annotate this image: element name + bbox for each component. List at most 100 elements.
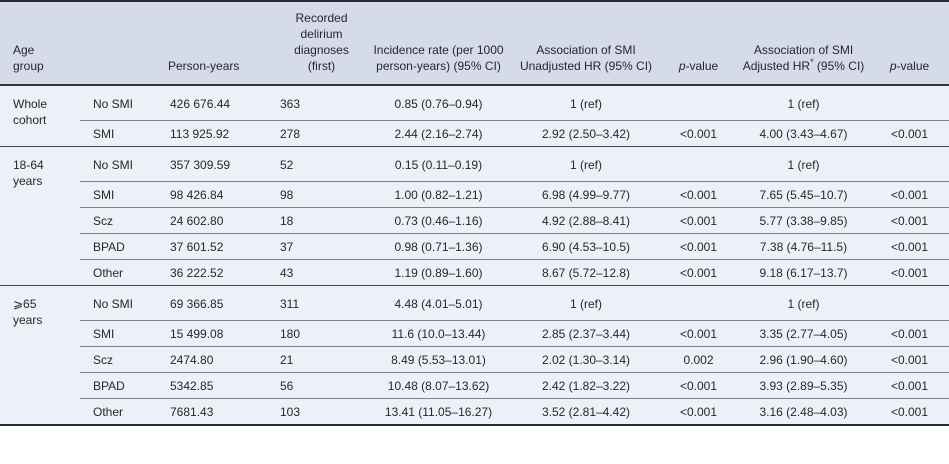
incidence-cell: 10.48 (8.07–13.62) bbox=[365, 372, 512, 399]
p-unadjusted-cell: <0.001 bbox=[660, 181, 737, 208]
p-adjusted-cell bbox=[870, 146, 949, 182]
unadjusted-hr-cell: 1 (ref) bbox=[512, 146, 660, 182]
header-age-group: Age group bbox=[0, 1, 80, 86]
unadjusted-hr-cell: 2.85 (2.37–3.44) bbox=[512, 320, 660, 347]
unadjusted-hr-cell: 2.92 (2.50–3.42) bbox=[512, 120, 660, 147]
adjusted-hr-cell: 1 (ref) bbox=[737, 84, 870, 121]
person-years-cell: 36 222.52 bbox=[168, 259, 278, 286]
incidence-cell: 11.6 (10.0–13.44) bbox=[365, 320, 512, 347]
p-adjusted-cell: <0.001 bbox=[870, 320, 949, 347]
incidence-cell: 0.15 (0.11–0.19) bbox=[365, 146, 512, 182]
table-row: BPAD 37 601.52 37 0.98 (0.71–1.36) 6.90 … bbox=[0, 233, 949, 260]
group-cell: No SMI bbox=[80, 146, 168, 182]
person-years-cell: 357 309.59 bbox=[168, 146, 278, 182]
p-rest: -value bbox=[896, 59, 930, 73]
unadjusted-hr-cell: 1 (ref) bbox=[512, 285, 660, 321]
header-adjusted-hr: Association of SMI Adjusted HR* (95% CI) bbox=[737, 1, 870, 86]
table-row: Other 7681.43 103 13.41 (11.05–16.27) 3.… bbox=[0, 398, 949, 425]
diagnoses-cell: 180 bbox=[278, 320, 365, 347]
diagnoses-cell: 43 bbox=[278, 259, 365, 286]
incidence-cell: 0.85 (0.76–0.94) bbox=[365, 84, 512, 121]
p-adjusted-cell: <0.001 bbox=[870, 233, 949, 260]
unadjusted-hr-cell: 2.02 (1.30–3.14) bbox=[512, 346, 660, 373]
group-cell: No SMI bbox=[80, 84, 168, 121]
person-years-cell: 113 925.92 bbox=[168, 120, 278, 147]
p-unadjusted-cell: <0.001 bbox=[660, 398, 737, 425]
age-group-label: Whole cohort bbox=[13, 97, 48, 127]
p-unadjusted-cell: <0.001 bbox=[660, 259, 737, 286]
table-header: Age group Person-years Recorded delirium… bbox=[0, 1, 949, 86]
adjusted-hr-cell: 3.16 (2.48–4.03) bbox=[737, 398, 870, 425]
p-unadjusted-cell: <0.001 bbox=[660, 207, 737, 234]
unadjusted-hr-cell: 3.52 (2.81–4.42) bbox=[512, 398, 660, 425]
unadjusted-hr-cell: 4.92 (2.88–8.41) bbox=[512, 207, 660, 234]
p-unadjusted-cell bbox=[660, 146, 737, 182]
unadjusted-hr-cell: 6.90 (4.53–10.5) bbox=[512, 233, 660, 260]
diagnoses-cell: 52 bbox=[278, 146, 365, 182]
diagnoses-cell: 363 bbox=[278, 84, 365, 121]
table-row: Scz 24 602.80 18 0.73 (0.46–1.16) 4.92 (… bbox=[0, 207, 949, 234]
incidence-cell: 1.19 (0.89–1.60) bbox=[365, 259, 512, 286]
p-unadjusted-cell: <0.001 bbox=[660, 320, 737, 347]
asterisk: * bbox=[810, 57, 814, 67]
p-unadjusted-cell: <0.001 bbox=[660, 372, 737, 399]
age-group-cell: 18-64 years bbox=[0, 146, 80, 286]
unadjusted-hr-cell: 1 (ref) bbox=[512, 84, 660, 121]
unadjusted-hr-cell: 6.98 (4.99–9.77) bbox=[512, 181, 660, 208]
p-adjusted-cell: <0.001 bbox=[870, 346, 949, 373]
diagnoses-cell: 21 bbox=[278, 346, 365, 373]
table-row: ⩾65 years No SMI 69 366.85 311 4.48 (4.0… bbox=[0, 285, 949, 425]
p-italic: p bbox=[678, 59, 686, 73]
p-adjusted-cell: <0.001 bbox=[870, 259, 949, 286]
diagnoses-cell: 98 bbox=[278, 181, 365, 208]
diagnoses-cell: 56 bbox=[278, 372, 365, 399]
person-years-cell: 24 602.80 bbox=[168, 207, 278, 234]
person-years-cell: 426 676.44 bbox=[168, 84, 278, 121]
group-cell: SMI bbox=[80, 181, 168, 208]
p-adjusted-cell: <0.001 bbox=[870, 120, 949, 147]
p-adjusted-cell: <0.001 bbox=[870, 181, 949, 208]
table-row: SMI 15 499.08 180 11.6 (10.0–13.44) 2.85… bbox=[0, 320, 949, 347]
person-years-cell: 98 426.84 bbox=[168, 181, 278, 208]
age-group-label: ⩾65 years bbox=[13, 297, 43, 327]
adjusted-hr-cell: 7.38 (4.76–11.5) bbox=[737, 233, 870, 260]
header-incidence-rate: Incidence rate (per 1000 person-years) (… bbox=[365, 1, 512, 86]
group-cell: BPAD bbox=[80, 372, 168, 399]
group-cell: Scz bbox=[80, 207, 168, 234]
group-cell: Other bbox=[80, 398, 168, 425]
unadjusted-hr-cell: 2.42 (1.82–3.22) bbox=[512, 372, 660, 399]
table-row: Other 36 222.52 43 1.19 (0.89–1.60) 8.67… bbox=[0, 259, 949, 286]
diagnoses-cell: 103 bbox=[278, 398, 365, 425]
adjusted-hr-cell: 3.35 (2.77–4.05) bbox=[737, 320, 870, 347]
incidence-cell: 8.49 (5.53–13.01) bbox=[365, 346, 512, 373]
diagnoses-cell: 18 bbox=[278, 207, 365, 234]
incidence-cell: 0.98 (0.71–1.36) bbox=[365, 233, 512, 260]
p-adjusted-cell bbox=[870, 285, 949, 321]
header-person-years: Person-years bbox=[168, 1, 278, 86]
group-cell: Scz bbox=[80, 346, 168, 373]
adjusted-hr-ci: (95% CI) bbox=[813, 59, 865, 73]
adjusted-hr-text: Association of SMI Adjusted HR bbox=[742, 43, 854, 73]
group-cell: Other bbox=[80, 259, 168, 286]
table-row: 18-64 years No SMI 357 309.59 52 0.15 (0… bbox=[0, 146, 949, 286]
age-group-label: 18-64 years bbox=[13, 158, 44, 188]
person-years-cell: 5342.85 bbox=[168, 372, 278, 399]
table-row: BPAD 5342.85 56 10.48 (8.07–13.62) 2.42 … bbox=[0, 372, 949, 399]
group-cell: BPAD bbox=[80, 233, 168, 260]
adjusted-hr-cell: 2.96 (1.90–4.60) bbox=[737, 346, 870, 373]
adjusted-hr-cell: 1 (ref) bbox=[737, 146, 870, 182]
incidence-cell: 0.73 (0.46–1.16) bbox=[365, 207, 512, 234]
header-diagnoses: Recorded delirium diagnoses (first) bbox=[278, 1, 365, 86]
incidence-cell: 2.44 (2.16–2.74) bbox=[365, 120, 512, 147]
p-unadjusted-cell: <0.001 bbox=[660, 120, 737, 147]
header-smi-status bbox=[80, 1, 168, 86]
p-adjusted-cell bbox=[870, 84, 949, 121]
diagnoses-cell: 37 bbox=[278, 233, 365, 260]
header-age-group-label: Age group bbox=[13, 43, 44, 73]
diagnoses-cell: 311 bbox=[278, 285, 365, 321]
p-unadjusted-cell bbox=[660, 84, 737, 121]
person-years-cell: 7681.43 bbox=[168, 398, 278, 425]
table-row: SMI 113 925.92 278 2.44 (2.16–2.74) 2.92… bbox=[0, 120, 949, 147]
incidence-cell: 1.00 (0.82–1.21) bbox=[365, 181, 512, 208]
adjusted-hr-cell: 4.00 (3.43–4.67) bbox=[737, 120, 870, 147]
